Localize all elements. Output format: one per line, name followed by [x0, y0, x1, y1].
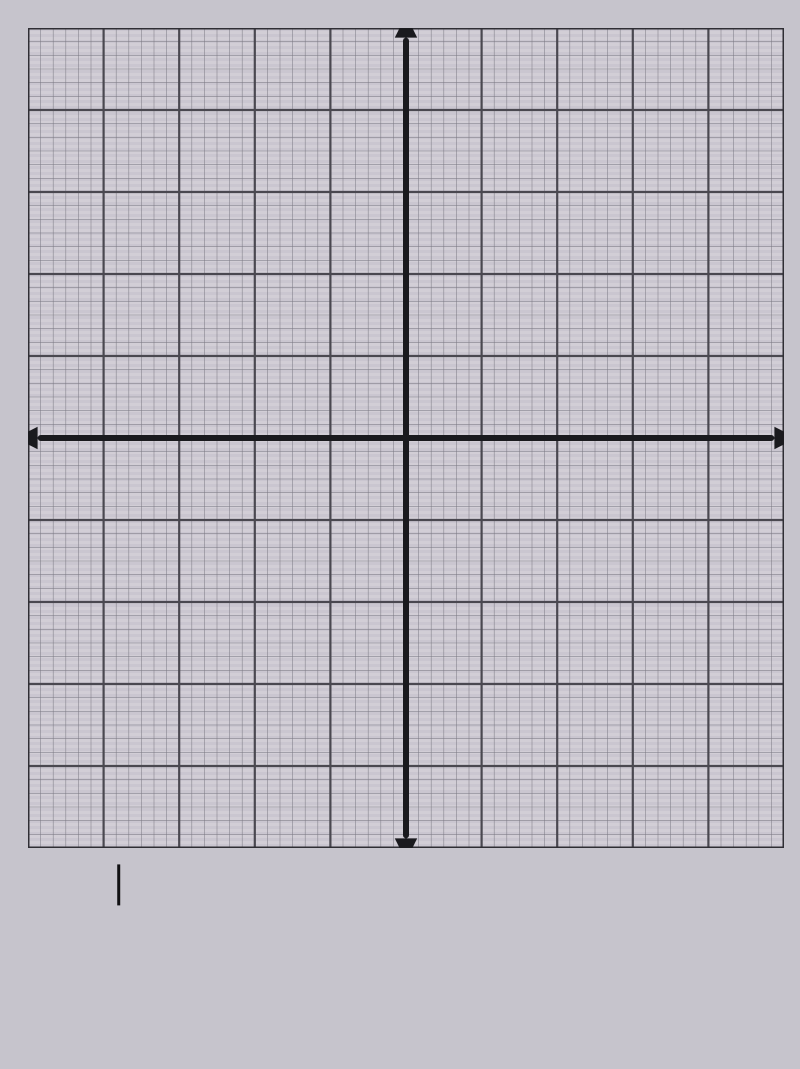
- coordinate-plane: [28, 28, 784, 848]
- page-root: [0, 0, 800, 1069]
- coordinate-plane-svg: [28, 28, 784, 848]
